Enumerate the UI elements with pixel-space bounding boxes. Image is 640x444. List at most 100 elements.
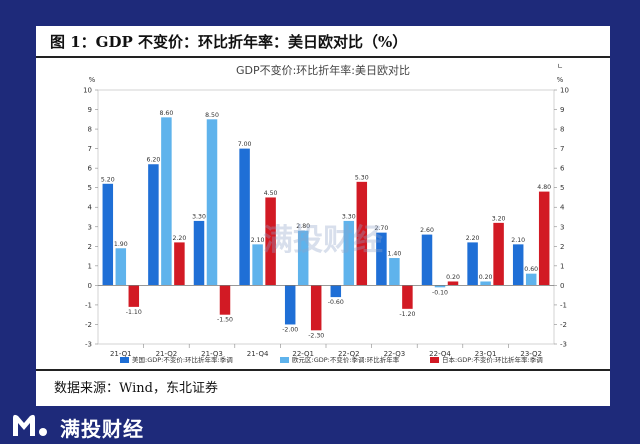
- x-tick-label: 22-Q1: [292, 350, 314, 358]
- bar: [102, 183, 114, 286]
- figure-title-bar: 图 1：GDP 不变价：环比折年率：美日欧对比（%）: [36, 26, 610, 58]
- brand-footer: 满投财经: [0, 406, 640, 444]
- bar: [115, 248, 127, 286]
- y-tick-label-left: -2: [85, 321, 92, 329]
- legend-swatch: [120, 357, 129, 363]
- bar: [297, 230, 309, 286]
- data-label: -0.60: [328, 299, 344, 306]
- data-label: 8.50: [205, 112, 219, 119]
- bar: [480, 281, 491, 286]
- data-label: 2.60: [420, 227, 434, 234]
- data-label: 2.20: [173, 235, 187, 242]
- data-label: 7.00: [238, 141, 252, 148]
- y-tick-label-right: 3: [560, 223, 564, 231]
- data-label: 0.60: [524, 266, 538, 273]
- data-label: 2.20: [466, 235, 480, 242]
- bar: [538, 191, 550, 286]
- bar: [219, 285, 231, 315]
- data-label: 2.70: [375, 225, 389, 232]
- legend-label: 美国:GDP:不变价:环比折年率:季调: [132, 355, 233, 364]
- y-tick-label-right: 2: [560, 243, 564, 251]
- data-label: 2.10: [251, 237, 265, 244]
- y-tick-label-right: 4: [560, 204, 565, 212]
- source-bar: 数据来源：Wind，东北证券: [36, 369, 610, 401]
- y-tick-label-left: 8: [88, 126, 92, 134]
- x-tick-label: 21-Q2: [156, 350, 178, 358]
- x-tick-label: 23-Q1: [475, 350, 497, 358]
- gdp-bar-chart: GDP不变价:环比折年率:美日欧对比% %ㄴ-3 -3-2 -2-1 -10 01 12 23…: [83, 62, 569, 364]
- brand-logo-icon: [13, 414, 47, 436]
- data-label: 6.20: [147, 157, 161, 164]
- chart-area: GDP不变价:环比折年率:美日欧对比%% ㄴ -3 -3 -2 -2 -1 -1 0 0 1 1 2 2 3…: [42, 60, 604, 378]
- data-label: 4.50: [264, 190, 278, 197]
- y-tick-label-right: 5: [560, 184, 564, 192]
- bar: [467, 242, 478, 286]
- bar: [493, 222, 504, 286]
- bar: [402, 285, 413, 309]
- y-tick-label-right: 10: [560, 87, 569, 95]
- bar: [343, 220, 355, 286]
- bar: [252, 244, 263, 286]
- y-tick-label-left: 7: [88, 145, 92, 153]
- data-label: -1.20: [399, 311, 415, 318]
- data-label: 0.20: [446, 274, 460, 281]
- watermark-text: 满投财经: [263, 223, 383, 258]
- y-tick-label-left: 10: [83, 87, 92, 95]
- legend-label: 日本:GDP:不变价:环比折年率:季调: [442, 355, 543, 364]
- chart-title: GDP不变价:环比折年率:美日欧对比: [236, 63, 410, 77]
- y-tick-label-right: 9: [560, 106, 564, 114]
- report-figure-panel: 图 1：GDP 不变价：环比折年率：美日欧对比（%） GDP不变价:环比折年率:…: [36, 26, 610, 406]
- y-tick-label-left: 0: [88, 282, 92, 290]
- data-label: 0.20: [479, 274, 493, 281]
- data-label: 3.30: [342, 213, 356, 220]
- y-tick-label-right: 1: [560, 262, 564, 270]
- data-label: 4.80: [537, 184, 551, 191]
- bar: [330, 285, 342, 298]
- brand-name: 满投财经: [60, 417, 144, 441]
- y-tick-label-left: 6: [88, 165, 93, 173]
- data-label: 3.30: [192, 213, 206, 220]
- data-label: -2.30: [308, 332, 324, 339]
- y-tick-label-left: 1: [88, 262, 92, 270]
- data-label: 1.90: [114, 241, 128, 248]
- y-tick-label-left: 3: [88, 223, 92, 231]
- x-tick-label: 21-Q3: [201, 350, 223, 358]
- bar: [512, 244, 524, 286]
- y-unit-left: %: [89, 76, 96, 84]
- x-tick-label: 21-Q4: [247, 350, 269, 358]
- bar: [128, 285, 140, 307]
- x-tick-label: 22-Q4: [429, 350, 451, 358]
- y-tick-label-left: 4: [88, 204, 93, 212]
- y-tick-label-left: -3: [85, 341, 92, 349]
- y-tick-label-left: 5: [88, 184, 92, 192]
- figure-title: 图 1：GDP 不变价：环比折年率：美日欧对比（%）: [50, 33, 408, 51]
- y-tick-label-left: 2: [88, 243, 92, 251]
- data-label: 8.60: [160, 110, 174, 117]
- bar: [265, 197, 276, 286]
- data-label: 3.20: [492, 215, 506, 222]
- data-label: 2.80: [296, 223, 310, 230]
- y-tick-label-right: 8: [560, 126, 564, 134]
- y-tick-label-right: 7: [560, 145, 564, 153]
- legend-label: 欧元区:GDP:不变价:季调:环比折年率: [292, 355, 400, 364]
- bar: [356, 181, 368, 286]
- bar: [389, 258, 400, 286]
- bar: [193, 220, 205, 286]
- bar: [239, 148, 250, 286]
- x-tick-label: 22-Q2: [338, 350, 360, 358]
- y-tick-label-left: 9: [88, 106, 92, 114]
- bar: [161, 117, 172, 286]
- bar: [148, 164, 159, 286]
- bar: [206, 119, 218, 286]
- y-tick-label-right: -3: [560, 341, 567, 349]
- bar: [310, 285, 322, 331]
- bar: [421, 234, 433, 286]
- data-label: 5.20: [101, 176, 115, 183]
- y-unit-right: %: [557, 76, 564, 84]
- y-tick-label-left: -1: [85, 301, 92, 309]
- data-label: 1.40: [388, 251, 402, 258]
- bar: [284, 285, 296, 325]
- legend-swatch: [280, 357, 289, 363]
- data-label: -1.10: [126, 309, 142, 316]
- bar: [525, 273, 537, 286]
